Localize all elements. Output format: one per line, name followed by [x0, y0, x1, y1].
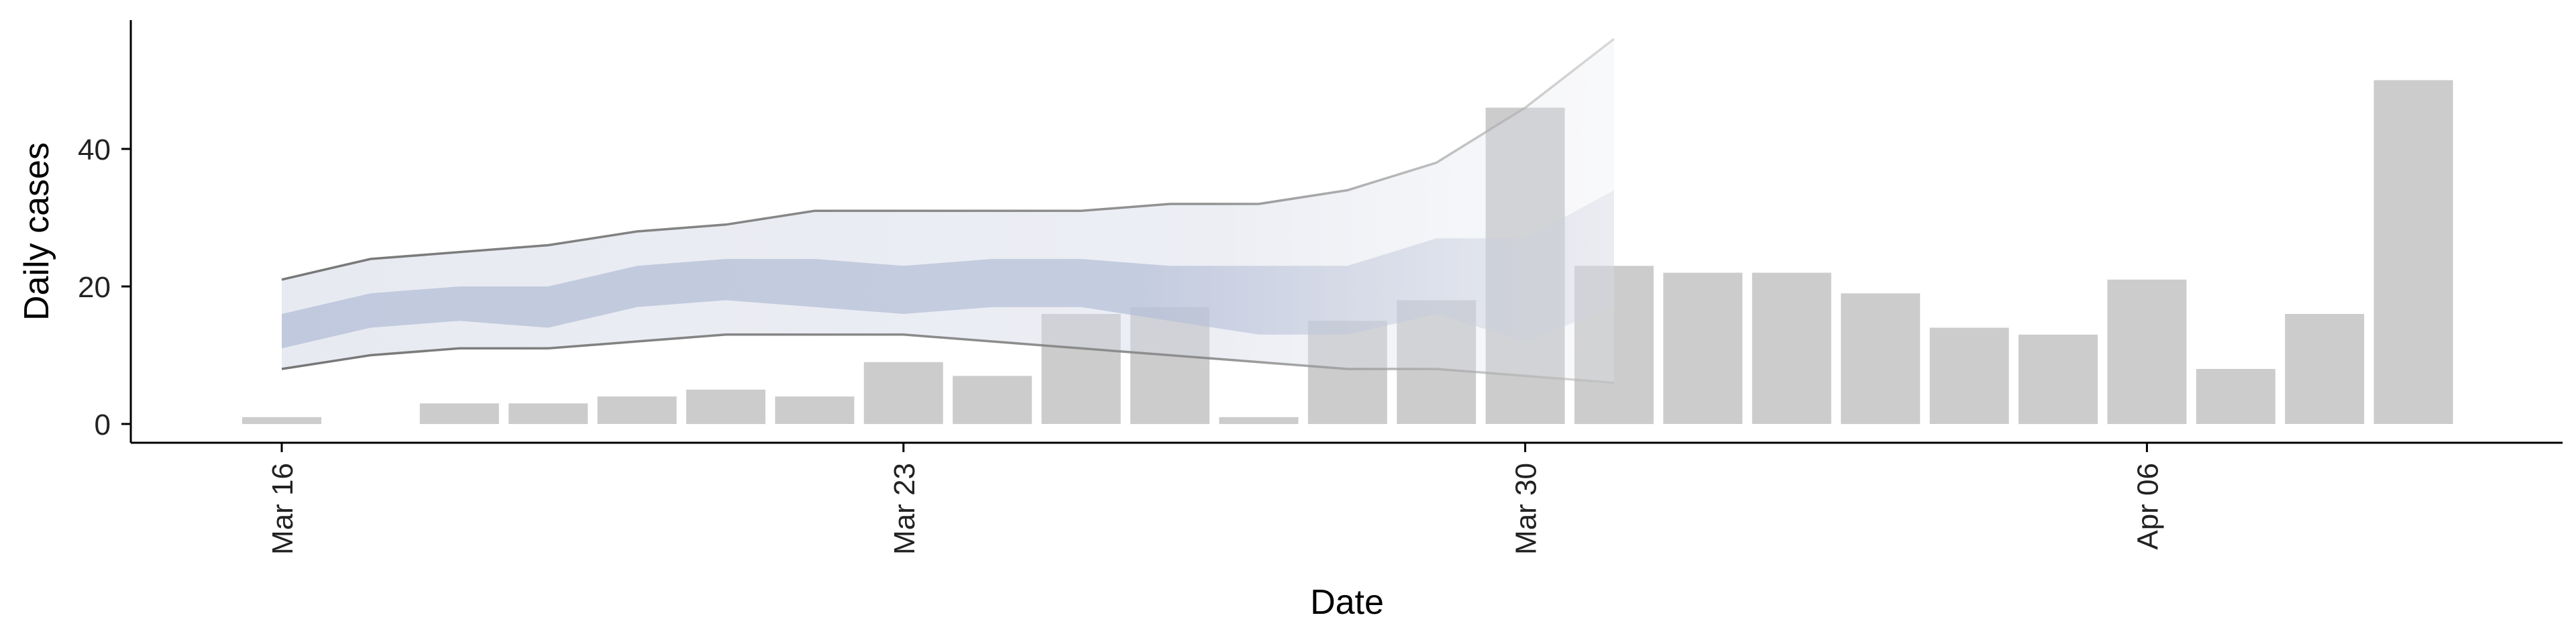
bar-2020-03-19 [508, 403, 588, 425]
y-tick-label: 20 [78, 271, 111, 304]
bar-2020-04-01 [1663, 272, 1743, 424]
x-tick-label: Mar 16 [266, 463, 299, 555]
bar-2020-03-27 [1219, 417, 1299, 425]
y-tick-label: 40 [78, 133, 111, 166]
bar-2020-03-23 [863, 362, 943, 425]
y-ticks-layer: 0 20 40 [78, 133, 131, 441]
band-lines-layer [281, 38, 1615, 384]
bar-2020-03-24 [953, 376, 1032, 425]
x-tick-label: Mar 23 [888, 463, 921, 555]
x-tick-label: Apr 06 [2131, 463, 2164, 550]
lower-bound-line [281, 333, 1615, 384]
y-axis-title: Daily cases [17, 142, 56, 321]
bar-2020-04-07 [2196, 369, 2275, 424]
bar-2020-03-16 [242, 417, 321, 425]
x-axis-title: Date [1310, 583, 1384, 622]
x-tick-label: Mar 30 [1510, 463, 1543, 555]
y-tick-label: 0 [95, 409, 111, 441]
x-ticks-layer: Mar 16 Mar 23 Mar 30 Apr 06 [266, 443, 2164, 555]
bar-2020-04-03 [1841, 293, 1921, 425]
bar-2020-04-04 [1929, 327, 2009, 424]
bar-2020-04-02 [1752, 272, 1831, 424]
upper-bound-line [281, 38, 1615, 281]
bar-2020-04-09 [2373, 80, 2453, 424]
bar-2020-03-18 [419, 403, 499, 425]
bar-2020-04-05 [2019, 334, 2098, 425]
inner-band-layer [282, 190, 1614, 349]
bar-2020-04-08 [2285, 314, 2365, 424]
bar-2020-03-20 [597, 396, 677, 424]
bar-2020-03-21 [686, 389, 765, 425]
bar-2020-03-22 [775, 396, 855, 424]
inner-interval-band [282, 190, 1614, 349]
bar-2020-04-06 [2107, 279, 2187, 425]
